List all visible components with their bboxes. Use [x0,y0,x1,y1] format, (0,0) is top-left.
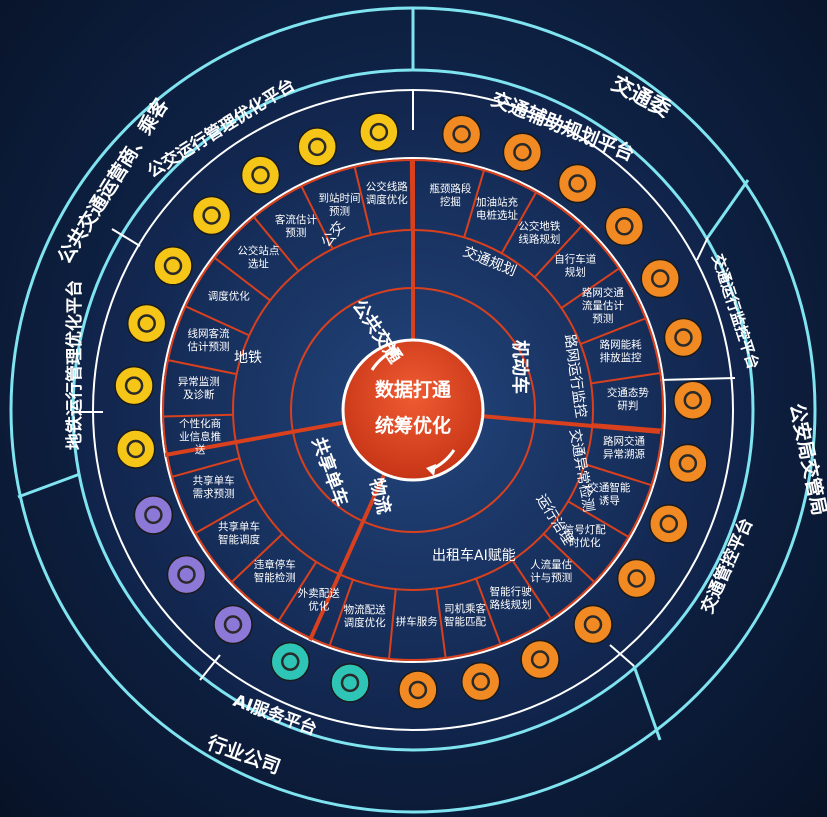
item-spoke [500,191,537,254]
item-spoke [328,579,354,646]
item-label: 智能行驶路线规划 [490,585,532,611]
item-labels: 瓶颈路段挖掘 加油站充电桩选址公交地铁线路规划自行车道规划路网交通流量估计预测路网… [178,180,650,629]
taxi-icon [398,670,438,710]
item-spoke [475,578,502,645]
tree-network-icon [668,443,708,484]
core-line-1: 数据打通 [375,378,452,401]
traffic-light-icon [616,558,657,599]
item-spoke [185,305,250,337]
item-spoke [580,317,646,345]
item-label: 线网客流估计预测 [188,327,230,353]
item-label: 司机乘客智能匹配 [444,602,486,628]
link-icon [359,112,399,152]
item-label: 违章停车智能检测 [254,558,296,584]
winding-road-icon [520,639,560,680]
item-label: 拼车服务 [396,615,438,628]
sub-ditie: 地铁 [234,350,262,366]
item-label: 共享单车智能调度 [218,520,260,546]
core-line-2: 统筹优化 [375,414,451,437]
item-label: 外卖配送优化 [298,587,340,613]
item-spoke [163,413,234,418]
sector-jidongche: 机动车 [509,340,531,394]
item-label: 客流估计预测 [275,213,317,239]
item-label: 路网能耗排放监控 [600,338,642,364]
item-label: 异常监测及诊断 [178,375,220,401]
chart-screen-icon [640,258,680,299]
item-spoke [542,533,596,583]
item-label: 人流量估计与预测 [530,558,572,584]
item-spoke [511,559,552,620]
pen-icon [133,495,174,535]
item-spokes [163,160,663,659]
megaphone-icon [115,429,156,469]
item-spoke [167,359,237,376]
dispatch-grid-icon [153,246,193,286]
no-parking-icon [213,604,253,645]
item-label: 加油站充电桩选址 [476,196,518,222]
item-label: 共享单车需求预测 [193,474,235,500]
icon-ring [114,112,713,710]
item-spoke [171,457,240,478]
dispatch-icon [166,554,207,595]
item-label: 路网交通异常溯源 [603,435,645,461]
item-label: 路网交通流量估计预测 [582,286,624,325]
item-spoke [300,185,334,250]
item-label: 到站时间预测 [318,191,360,217]
item-spoke [253,216,300,272]
people-icon [573,604,613,645]
item-spoke [435,588,447,658]
item-spoke [560,267,620,309]
item-label: 交通智能诱导 [588,481,630,507]
sub-chuzuche: 出租车AI赋能 [432,547,516,564]
item-spoke [194,497,257,534]
label-ditie: 地铁运行管理优化平台 [64,280,85,450]
delivery-icon [330,663,370,703]
gavel-icon [673,380,713,420]
item-label: 信号灯配时优化 [564,524,606,549]
item-label: 公交站点选址 [237,244,279,270]
calculator-icon [240,155,281,195]
arrow-head-icon [390,344,400,356]
item-spoke [230,533,284,583]
clock-icon [297,127,337,167]
item-label: 公交地铁线路规划 [518,220,560,246]
label-gongan: 公安局交管局 [785,401,827,517]
outer-ring-dividers [17,8,750,741]
map-route-icon [604,206,645,247]
person-icon [126,303,167,344]
camera-icon [663,317,704,358]
item-spoke [388,589,397,659]
item-label: 自行车道规划 [554,252,596,278]
item-spoke [567,500,629,538]
item-spoke [463,170,485,238]
item-spoke [277,561,318,622]
item-label: 公交线路调度优化 [366,180,408,206]
item-spoke [533,225,583,278]
users-icon [460,661,501,702]
core: 数据打通 统筹优化 [341,338,485,482]
arrow-head-icon-2 [426,464,436,476]
item-label: 物流配送调度优化 [344,603,386,629]
item-spoke [584,463,652,487]
label-hangye: 行业公司 [203,731,283,779]
item-label: 个性化商业信息推送 [179,417,221,456]
alert-icon [114,365,154,406]
guide-path-icon [649,504,689,544]
route-loop-icon [557,163,598,204]
fuel-pump-icon [502,132,543,173]
item-label: 调度优化 [208,289,250,302]
item-spoke [214,257,271,302]
item-label: 瓶颈路段挖掘 [429,182,471,208]
item-spoke [590,372,661,385]
platform-dividers [72,90,736,681]
bus-stop-icon [191,195,232,236]
hourglass-icon [441,114,482,155]
item-spoke [353,166,372,236]
item-label: 交通态势研判 [607,386,649,412]
scooter-icon [270,641,311,682]
